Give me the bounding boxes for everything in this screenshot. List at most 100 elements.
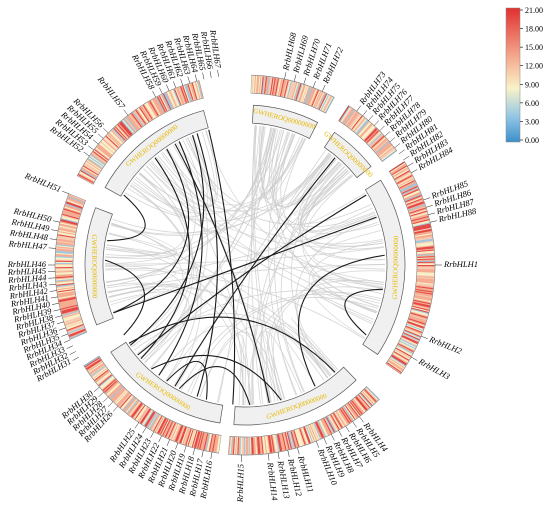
gene-label: RrbHLH46 [7, 259, 47, 269]
heatmap-stripe [389, 161, 405, 173]
heatmap-stripe [267, 77, 271, 95]
heatmap-stripe [61, 308, 79, 315]
heatmap-stripe [144, 411, 155, 427]
heatmap-stripe [279, 79, 285, 97]
heatmap-stripe [308, 88, 317, 106]
heatmap-stripe [251, 75, 253, 93]
gene-tick [63, 339, 71, 343]
heatmap-stripe [147, 101, 158, 118]
heatmap-stripe [417, 251, 435, 255]
heatmap-stripe [315, 421, 325, 438]
synteny-link [274, 138, 306, 393]
synteny-link [250, 125, 261, 405]
heatmap-stripe [217, 435, 221, 453]
gene-tick [287, 450, 290, 458]
heatmap-stripe [135, 109, 147, 125]
gene-tick [61, 333, 69, 337]
heatmap-stripe [57, 287, 75, 292]
heatmap-stripe [194, 81, 201, 99]
gene-tick [52, 220, 60, 223]
heatmap-stripe [93, 368, 108, 380]
heatmap-stripe [114, 126, 128, 140]
heatmap-stripe [58, 293, 76, 298]
heatmap-stripe [58, 230, 76, 236]
chromosome-arc [252, 104, 319, 139]
heatmap-stripe [138, 107, 149, 123]
heatmap-stripe [390, 163, 406, 174]
heatmap-stripe [416, 279, 434, 282]
heatmap-stripe [320, 94, 330, 111]
heatmap-stripe [114, 390, 128, 404]
heatmap-stripe [137, 108, 148, 124]
heatmap-stripe [55, 263, 73, 265]
heatmap-stripe [61, 216, 79, 223]
heatmap-stripe [60, 222, 77, 228]
heatmap-stripe [412, 218, 429, 224]
heatmap-stripe [100, 141, 115, 154]
heatmap-stripe [143, 410, 154, 426]
heatmap-stripe [366, 386, 379, 400]
heatmap-stripe [149, 100, 159, 117]
heatmap-stripe [290, 431, 297, 448]
gene-tick [159, 87, 163, 95]
heatmap-stripe [77, 174, 94, 185]
heatmap-stripe [417, 263, 435, 266]
synteny-link [308, 240, 383, 338]
heatmap-stripe [414, 294, 432, 300]
heatmap-stripe [101, 378, 116, 391]
heatmap-stripe [119, 394, 132, 409]
heatmap-stripe [327, 415, 337, 432]
heatmap-stripe [101, 139, 116, 152]
heatmap-stripe [55, 250, 74, 253]
heatmap-stripe [265, 436, 270, 454]
heatmap-stripe [190, 83, 197, 100]
gene-tick [107, 401, 114, 407]
heatmap-stripe [391, 355, 407, 366]
heatmap-stripe [206, 433, 212, 451]
heatmap-stripe [325, 416, 335, 433]
heatmap-stripe [60, 304, 78, 310]
heatmap-stripe [120, 395, 133, 409]
heatmap-stripe [297, 429, 304, 446]
heatmap-stripe [315, 91, 324, 108]
heatmap-stripe [397, 345, 413, 355]
gene-tick [103, 127, 109, 134]
heatmap-stripe [302, 86, 309, 103]
heatmap-stripe [314, 422, 323, 439]
heatmap-stripe [159, 419, 169, 435]
heatmap-stripe [330, 414, 340, 430]
heatmap-stripe [413, 301, 431, 307]
heatmap-stripe [141, 409, 152, 425]
heatmap-stripe [65, 320, 82, 327]
gene-tick [166, 84, 170, 91]
heatmap-stripe [61, 309, 79, 316]
gene-tick [48, 283, 56, 286]
heatmap-stripe [195, 431, 202, 449]
heatmap-stripe [84, 357, 100, 368]
heatmap-stripe [281, 433, 287, 451]
heatmap-stripe [56, 241, 74, 245]
heatmap-stripe [322, 95, 332, 112]
heatmap-stripe [252, 437, 255, 455]
heatmap-stripe [163, 420, 173, 437]
heatmap-stripe [416, 248, 434, 252]
synteny-link [110, 152, 330, 236]
segmental-duplication-link [113, 148, 190, 314]
heatmap-stripe [193, 431, 200, 448]
heatmap-stripe [410, 211, 428, 218]
gene-tick [93, 386, 100, 392]
heatmap-stripe [331, 413, 342, 429]
heatmap-stripe [299, 85, 306, 102]
heatmap-stripe [258, 436, 262, 454]
heatmap-stripe [411, 307, 429, 314]
heatmap-stripe [274, 434, 279, 452]
heatmap-stripe [316, 421, 326, 438]
heatmap-stripe [257, 436, 261, 454]
heatmap-stripe [352, 117, 365, 132]
heatmap-stripe [319, 94, 329, 111]
heatmap-stripe [395, 173, 412, 183]
heatmap-stripe [407, 323, 424, 330]
gene-tick [312, 80, 316, 88]
heatmap-stripe [197, 81, 203, 99]
heatmap-stripe [338, 106, 350, 121]
